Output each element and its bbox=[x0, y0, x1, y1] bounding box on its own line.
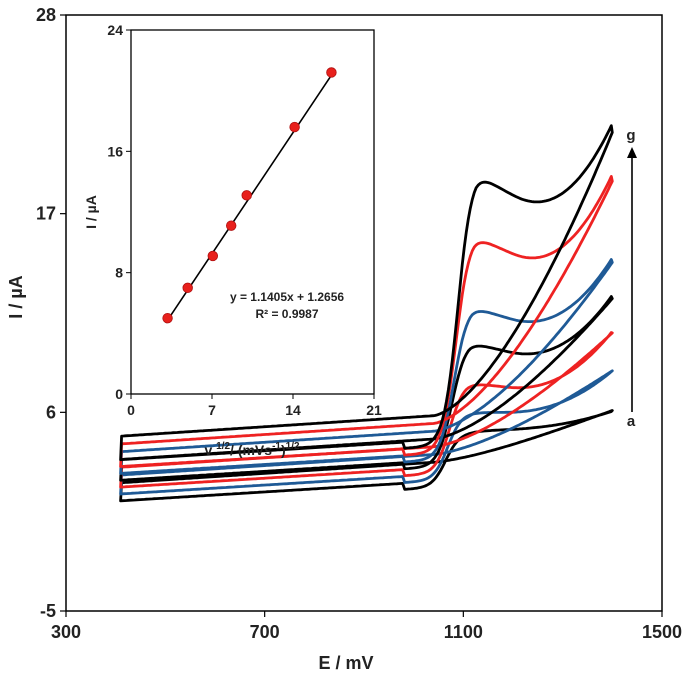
main-x-tick-label: 1100 bbox=[444, 622, 483, 642]
inset-x-axis-title: v 1/2/ (mVs-1)1/2 bbox=[204, 441, 300, 458]
inset-data-point bbox=[241, 190, 252, 201]
series-label-a: a bbox=[627, 413, 636, 430]
cv-curve-g bbox=[119, 124, 614, 462]
inset-x-tick-label: 21 bbox=[366, 402, 382, 418]
inset-data-point bbox=[326, 67, 337, 78]
main-plot-frame bbox=[65, 14, 663, 612]
inset-plot-frame bbox=[130, 29, 375, 395]
series-label-g: g bbox=[626, 127, 635, 144]
main-y-tick-label: 6 bbox=[46, 402, 56, 422]
inset-y-tick-label: 24 bbox=[107, 22, 123, 38]
inset-data-point bbox=[226, 220, 237, 231]
cv-curve-f bbox=[119, 175, 614, 468]
main-y-tick-label: 17 bbox=[36, 204, 56, 224]
inset-data-point bbox=[289, 121, 300, 133]
inset-y-tick-label: 0 bbox=[115, 386, 123, 402]
inset-y-tick-label: 16 bbox=[107, 143, 123, 159]
main-y-tick-label: 28 bbox=[36, 5, 56, 25]
main-x-tick-label: 700 bbox=[250, 622, 280, 642]
cv-curve-e bbox=[119, 258, 614, 475]
inset-y-axis-title: I / µA bbox=[83, 195, 99, 229]
inset-x-tick-label: 7 bbox=[208, 402, 216, 418]
inset-x-tick-label: 14 bbox=[285, 402, 301, 418]
inset-data-point bbox=[207, 250, 219, 262]
main-x-tick-label: 300 bbox=[51, 622, 81, 642]
inset-y-tick-label: 8 bbox=[115, 265, 123, 281]
fit-equation: y = 1.1405x + 1.2656 bbox=[230, 290, 344, 304]
inset-x-tick-label: 0 bbox=[127, 402, 135, 418]
main-y-axis-title: I / µA bbox=[6, 275, 26, 318]
increase-arrow bbox=[627, 147, 637, 412]
fit-r-squared: R² = 0.9987 bbox=[255, 307, 318, 321]
cv-curve-a bbox=[119, 409, 614, 503]
inset-data-point bbox=[162, 312, 173, 324]
main-y-tick-label: -5 bbox=[40, 601, 56, 621]
main-x-axis-title: E / mV bbox=[318, 653, 373, 673]
main-x-tick-label: 1500 bbox=[642, 622, 682, 642]
inset-data-point bbox=[182, 282, 193, 294]
